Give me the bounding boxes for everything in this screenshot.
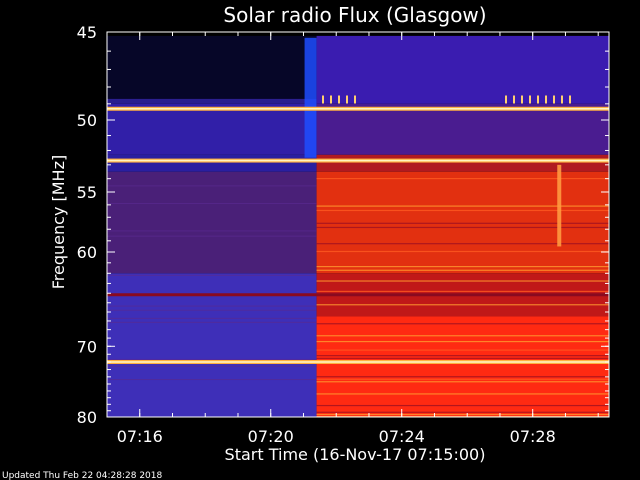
burst-mark: [529, 95, 531, 104]
after-band-0: [316, 35, 609, 104]
texture-line: [107, 317, 317, 319]
texture-line: [107, 321, 317, 323]
before-band-2: [107, 103, 317, 155]
burst-mark: [513, 95, 515, 104]
texture-line: [316, 335, 609, 337]
texture-line: [316, 376, 609, 378]
texture-line: [316, 404, 609, 407]
texture-line: [316, 411, 609, 413]
emission-line-core-2: [107, 361, 609, 363]
burst-mark: [569, 95, 571, 104]
x-axis-label: Start Time (16-Nov-17 07:15:00): [225, 445, 486, 464]
texture-line: [316, 323, 609, 325]
texture-line: [316, 393, 609, 395]
y-tick-label: 45: [77, 23, 97, 42]
burst-mark: [561, 95, 563, 104]
before-band-4: [107, 171, 317, 274]
chart-axes: 07:16 07:20 07:24 07:28 45 50 55 60 70 80: [77, 23, 610, 446]
emission-line-core-0: [107, 107, 609, 110]
texture-line: [316, 349, 609, 351]
before-band-3: [107, 154, 317, 172]
burst-mark: [346, 95, 348, 104]
emission-line-core-1: [107, 159, 609, 162]
texture-line: [316, 413, 609, 416]
texture-line: [107, 305, 317, 307]
texture-line: [316, 304, 609, 306]
y-axis-label: Frequency [MHz]: [49, 155, 68, 289]
texture-line: [316, 222, 609, 224]
y-tick-label: 55: [77, 183, 97, 202]
before-band-0: [107, 35, 317, 99]
burst-mark: [354, 95, 356, 104]
texture-line: [316, 381, 609, 383]
texture-line: [107, 365, 317, 367]
texture-line: [316, 250, 609, 253]
texture-line: [107, 185, 317, 187]
y-tick-label: 70: [77, 337, 97, 356]
texture-line: [316, 355, 609, 357]
y-tick-label: 80: [77, 408, 97, 427]
x-tick-label: 07:16: [117, 427, 163, 446]
before-band-5: [107, 273, 317, 417]
burst-streak: [557, 164, 562, 247]
burst-mark: [553, 95, 555, 104]
texture-line: [316, 290, 609, 293]
burst-mark: [521, 95, 523, 104]
texture-line: [107, 358, 317, 360]
x-tick-label: 07:24: [379, 427, 425, 446]
burst-mark: [537, 95, 539, 104]
texture-line: [316, 269, 609, 271]
texture-line: [316, 243, 609, 245]
texture-line: [316, 226, 609, 229]
chart-title: Solar radio Flux (Glasgow): [223, 3, 486, 27]
burst-mark: [505, 95, 507, 104]
texture-line: [107, 379, 317, 381]
texture-line: [316, 265, 609, 268]
burst-mark: [545, 95, 547, 104]
after-band-1: [316, 103, 609, 155]
after-band-2: [316, 154, 609, 172]
texture-line: [107, 309, 317, 311]
texture-line: [107, 235, 317, 237]
texture-line: [107, 274, 317, 276]
texture-line: [316, 378, 609, 380]
burst-mark: [330, 95, 332, 104]
plot-frame: [106, 31, 610, 418]
burst-mark: [338, 95, 340, 104]
transition-glow: [304, 37, 317, 158]
texture-line: [316, 357, 609, 359]
y-tick-label: 50: [77, 111, 97, 130]
texture-line: [107, 230, 317, 232]
spectrogram-heatmap: [107, 32, 609, 418]
after-band-3: [316, 171, 609, 274]
burst-mark: [322, 95, 324, 104]
after-band-5: [316, 316, 609, 417]
x-tick-label: 07:20: [248, 427, 294, 446]
y-tick-label: 60: [77, 243, 97, 262]
updated-timestamp: Updated Thu Feb 22 04:28:28 2018: [2, 471, 163, 480]
interference-band: [107, 293, 609, 297]
before-band-1: [107, 98, 317, 104]
texture-line: [316, 280, 609, 282]
texture-line: [316, 177, 609, 180]
texture-line: [107, 202, 317, 204]
texture-line: [316, 209, 609, 212]
texture-line: [316, 205, 609, 207]
x-tick-label: 07:28: [510, 427, 556, 446]
texture-line: [316, 340, 609, 343]
